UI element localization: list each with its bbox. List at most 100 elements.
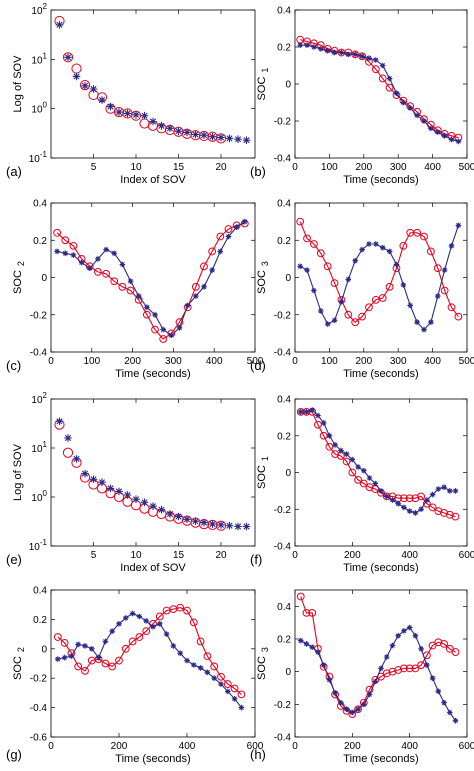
data-point-circle	[428, 503, 437, 512]
data-point-star	[140, 111, 149, 120]
data-point-circle	[358, 52, 366, 61]
data-point-star	[441, 267, 448, 273]
data-point-circle	[451, 648, 460, 656]
y-tick-label: 0	[41, 644, 47, 655]
data-point-star	[102, 638, 109, 645]
series-circle	[296, 35, 463, 142]
y-axis-label: SOC2	[12, 647, 26, 680]
data-point-star	[366, 241, 372, 247]
data-point-circle	[344, 310, 353, 319]
x-tick-label: 100	[321, 356, 338, 367]
data-point-star	[115, 487, 123, 496]
data-point-star	[191, 662, 197, 668]
data-point-circle	[371, 65, 380, 74]
data-point-star	[428, 319, 434, 325]
y-tick-label: 102	[31, 2, 47, 17]
data-point-star	[208, 132, 217, 141]
data-point-star	[373, 57, 379, 63]
series-line	[299, 225, 459, 331]
y-tick-label: 0.2	[33, 236, 47, 247]
data-point-star	[401, 628, 407, 634]
data-point-circle	[110, 277, 119, 286]
data-point-star	[166, 510, 174, 518]
y-axis-label: SOC2	[12, 261, 26, 294]
data-point-star	[414, 319, 420, 325]
series-star	[55, 417, 251, 531]
data-point-circle	[388, 667, 397, 676]
data-point-star	[309, 407, 315, 413]
x-axis-label: Time (seconds)	[343, 174, 418, 186]
data-point-star	[435, 293, 441, 299]
data-point-circle	[215, 520, 227, 531]
data-point-star	[132, 111, 140, 119]
data-point-circle	[385, 83, 394, 92]
data-point-star	[62, 250, 69, 257]
data-point-star	[452, 717, 459, 724]
data-point-circle	[331, 450, 340, 459]
panel-letter: (h)	[250, 747, 266, 762]
data-point-star	[157, 621, 163, 627]
x-tick-label: 200	[344, 741, 361, 752]
series-star	[55, 610, 245, 711]
data-point-star	[447, 709, 453, 716]
data-point-star	[109, 628, 115, 634]
data-point-circle	[237, 690, 246, 699]
panel-letter: (e)	[6, 552, 22, 567]
data-point-star	[168, 332, 175, 338]
data-point-circle	[196, 637, 205, 646]
data-point-circle	[296, 217, 305, 226]
y-tick-label: -0.4	[274, 542, 292, 553]
data-point-star	[174, 127, 183, 135]
data-point-star	[217, 248, 224, 255]
data-point-star	[106, 102, 115, 111]
data-point-star	[211, 675, 217, 681]
data-point-star	[234, 135, 242, 143]
x-tick-label: 15	[173, 550, 185, 561]
data-point-star	[435, 486, 442, 492]
x-tick-label: 400	[401, 550, 418, 561]
data-point-star	[352, 257, 358, 264]
y-tick-label: -0.2	[274, 310, 292, 321]
data-point-star	[200, 131, 208, 139]
data-point-star	[176, 325, 183, 331]
data-point-star	[297, 42, 303, 48]
y-tick-label: -0.4	[274, 154, 292, 165]
data-point-circle	[79, 80, 91, 91]
data-point-star	[389, 642, 396, 649]
x-tick-label: 200	[344, 550, 361, 561]
series-circle	[296, 217, 463, 327]
data-point-star	[315, 649, 321, 655]
data-point-star	[64, 434, 72, 442]
data-point-circle	[74, 662, 83, 671]
data-point-star	[116, 621, 122, 627]
data-point-star	[318, 46, 324, 52]
data-point-star	[95, 256, 101, 262]
data-point-circle	[151, 325, 159, 334]
x-tick-label: 15	[173, 162, 185, 173]
data-point-star	[355, 706, 361, 712]
panel-letter: (c)	[6, 358, 21, 373]
data-point-star	[452, 488, 459, 494]
y-tick-label: -0.4	[30, 703, 48, 714]
data-point-circle	[411, 664, 420, 673]
data-point-circle	[81, 666, 89, 675]
series-star	[297, 407, 459, 516]
data-point-star	[424, 497, 430, 503]
data-point-star	[373, 241, 379, 247]
data-point-star	[234, 522, 242, 531]
y-tick-label: 0.2	[277, 43, 291, 54]
data-point-star	[144, 304, 150, 311]
data-point-circle	[159, 335, 168, 343]
data-point-star	[149, 502, 157, 510]
data-point-star	[303, 641, 310, 647]
data-point-star	[157, 122, 166, 130]
data-point-star	[366, 691, 373, 698]
data-point-circle	[342, 457, 351, 466]
data-point-circle	[405, 664, 414, 673]
axis-frame	[294, 9, 468, 159]
data-point-star	[372, 480, 379, 487]
axis-frame	[294, 398, 468, 547]
panel-c: 0 100 200 300 400 500 -0.4 -0.2 0 0.2 0.4 Time (sec…	[6, 199, 264, 381]
data-point-star	[174, 512, 183, 521]
x-tick-label: 5	[91, 162, 97, 173]
